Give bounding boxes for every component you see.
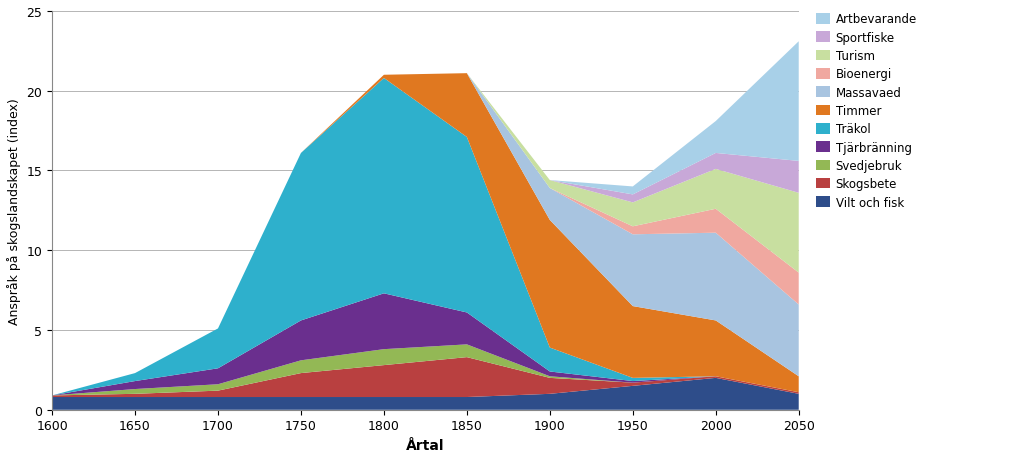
X-axis label: Årtal: Årtal [407, 438, 444, 452]
Legend: Artbevarande, Sportfiske, Turism, Bioenergi, Massavaed, Timmer, Träkol, Tjärbrän: Artbevarande, Sportfiske, Turism, Bioene… [812, 10, 921, 213]
Y-axis label: Anspråk på skogslandskapet (index): Anspråk på skogslandskapet (index) [7, 98, 20, 324]
